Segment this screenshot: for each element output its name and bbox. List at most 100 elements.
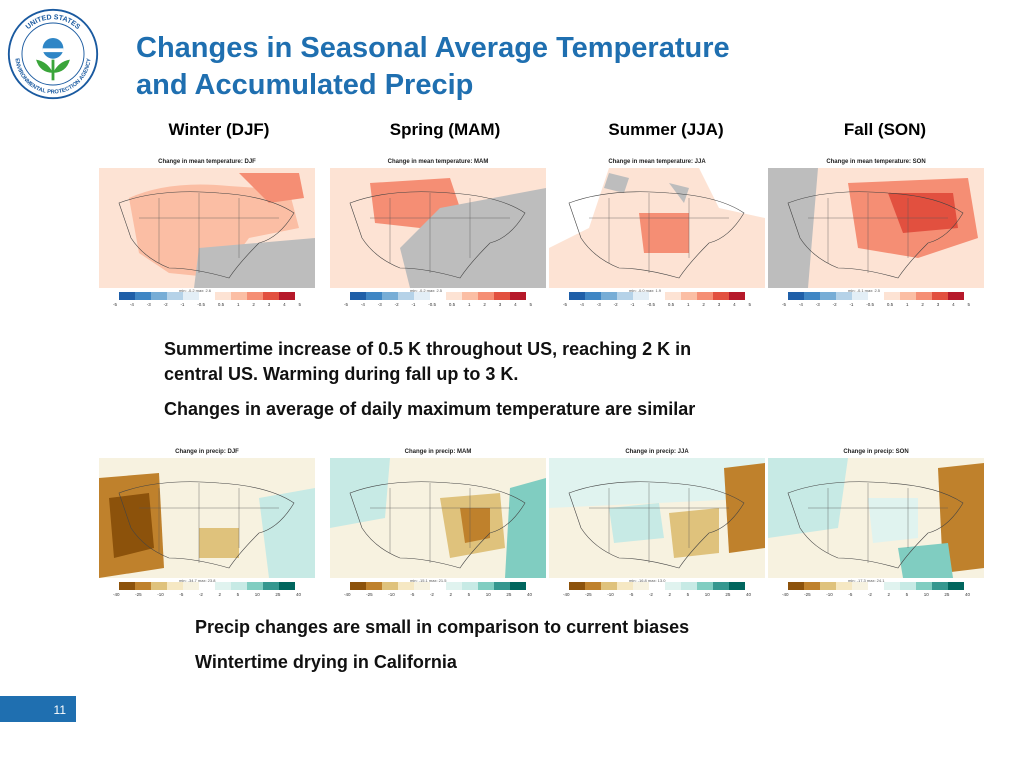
tick-label: 4 [514,302,517,307]
temp-color-swatch [350,292,366,300]
precip-color-swatch [617,582,633,590]
tick-label: 2 [668,592,672,597]
tick-label: 25 [725,592,731,597]
precip-color-swatch [820,582,836,590]
temp-color-swatch [366,292,382,300]
tick-label: 5 [905,592,909,597]
tick-label: -3 [596,302,601,307]
precip-color-swatch [585,582,601,590]
tick-label: -10 [826,592,833,597]
temp-color-swatch [183,292,199,300]
tick-label: -25 [135,592,142,597]
tick-label: 5 [967,302,970,307]
precip-colorbar [569,582,745,590]
temp-color-swatch [263,292,279,300]
tick-label: 0.5 [667,302,675,307]
precip-map-panel-son: Change in precip: SON min: -17.3 max: 24… [768,447,984,597]
precip-map-title: Change in precip: DJF [175,449,239,455]
temp-color-swatch [665,292,681,300]
precip-color-swatch [119,582,135,590]
temp-color-swatch [804,292,820,300]
tick-label: 40 [526,592,532,597]
tick-label: -0.5 [197,302,206,307]
temp-text-line-1: Summertime increase of 0.5 K throughout … [164,339,692,359]
temp-colorbar [119,292,295,300]
temp-color-swatch [697,292,713,300]
temp-color-swatch [446,292,462,300]
temp-colorbar-ticks: -5 -4 -3 -2 -1 -0.5 0.5 1 2 3 4 5 [563,302,751,307]
precip-color-swatch [788,582,804,590]
precip-color-swatch [279,582,295,590]
precip-color-swatch [569,582,585,590]
tick-label: -40 [344,592,351,597]
temp-map-panel-jja: Change in mean temperature: JJA min: -0.… [549,157,765,307]
tick-label: 0.5 [217,302,225,307]
tick-label: 5 [236,592,240,597]
temp-color-swatch [617,292,633,300]
season-label-spring: Spring (MAM) [389,120,501,139]
temp-text-line-3: Changes in average of daily maximum temp… [164,399,696,419]
temp-color-swatch [681,292,697,300]
slide-title: Changes in Seasonal Average Temperature … [136,30,896,104]
precip-color-swatch [151,582,167,590]
tick-label: -2 [394,302,399,307]
tick-label: 4 [952,302,955,307]
temp-color-swatch [932,292,948,300]
precip-map-title: Change in precip: SON [843,449,909,455]
precip-map-djf [99,458,315,578]
precip-colorbar [788,582,964,590]
tick-label: 3 [936,302,940,307]
temp-color-swatch [231,292,247,300]
precip-color-swatch [135,582,151,590]
tick-label: 2 [887,592,891,597]
temp-color-swatch [510,292,526,300]
precip-color-swatch [231,582,247,590]
tick-label: 2 [449,592,453,597]
precip-color-swatch [350,582,366,590]
precip-color-swatch [462,582,478,590]
precip-color-swatch [167,582,183,590]
tick-label: -2 [429,592,434,597]
temp-color-swatch [884,292,900,300]
precip-color-swatch [916,582,932,590]
tick-label: 40 [295,592,301,597]
precip-color-swatch [948,582,964,590]
precip-colorbar-ticks: -40 -25 -10 -5 -2 2 5 10 25 40 [113,592,301,597]
page-number: 11 [53,703,66,717]
temp-color-swatch [167,292,183,300]
tick-label: 1 [237,302,240,307]
tick-label: -2 [648,592,653,597]
temp-map-djf [99,168,315,288]
temp-color-swatch [199,292,215,300]
tick-label: -25 [804,592,811,597]
temp-color-swatch [601,292,617,300]
temp-color-swatch [713,292,729,300]
tick-label: -0.5 [866,302,875,307]
tick-label: 4 [733,302,736,307]
temp-color-swatch [633,292,649,300]
precip-color-swatch [804,582,820,590]
precip-colorbar [350,582,526,590]
precip-color-swatch [729,582,745,590]
title-line-2: and Accumulated Precip [136,69,474,101]
tick-label: 1 [687,302,690,307]
precip-color-swatch [932,582,948,590]
tick-label: -4 [129,302,134,307]
tick-label: -1 [411,302,416,307]
precip-color-swatch [510,582,526,590]
precip-minmax: min: -16.8 max: 13.0 [629,578,666,583]
tick-label: -3 [146,302,151,307]
temp-color-swatch [414,292,430,300]
tick-label: 2 [218,592,222,597]
precip-map-title: Change in precip: MAM [404,449,472,455]
tick-label: -5 [629,592,634,597]
tick-label: -5 [410,592,415,597]
temp-color-swatch [462,292,478,300]
temp-color-swatch [948,292,964,300]
tick-label: -0.5 [647,302,656,307]
temp-color-swatch [729,292,745,300]
temp-color-swatch [852,292,868,300]
temp-color-swatch [279,292,295,300]
precip-colorbar-ticks: -40 -25 -10 -5 -2 2 5 10 25 40 [344,592,532,597]
temp-colorbar-ticks: -5 -4 -3 -2 -1 -0.5 0.5 1 2 3 4 5 [344,302,532,307]
